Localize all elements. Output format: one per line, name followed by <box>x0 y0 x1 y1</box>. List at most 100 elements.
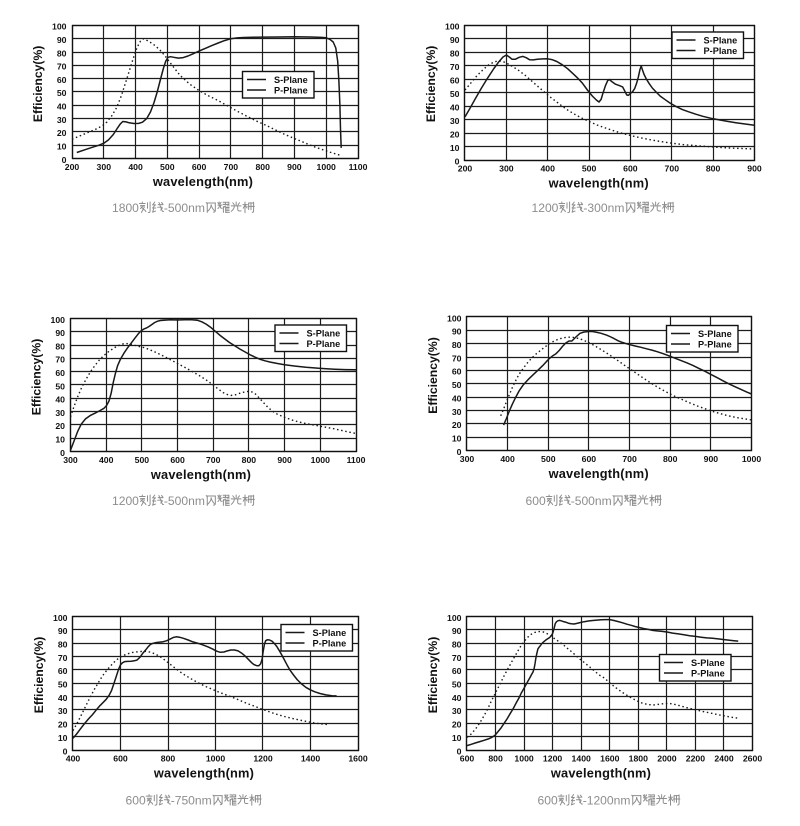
svg-text:50: 50 <box>450 89 460 99</box>
svg-text:P-Plane: P-Plane <box>704 46 738 56</box>
svg-text:wavelength(nm): wavelength(nm) <box>550 766 651 781</box>
svg-text:-500nm: -500nm <box>571 494 612 508</box>
svg-text:700: 700 <box>622 454 637 464</box>
svg-text:S-Plane: S-Plane <box>698 329 732 339</box>
svg-text:1600: 1600 <box>600 753 619 763</box>
svg-text:70: 70 <box>452 353 462 363</box>
svg-text:30: 30 <box>55 408 65 418</box>
svg-text:S-Plane: S-Plane <box>691 658 725 668</box>
svg-text:600: 600 <box>170 455 185 465</box>
svg-text:50: 50 <box>452 380 462 390</box>
svg-text:10: 10 <box>57 142 67 152</box>
svg-text:100: 100 <box>447 613 462 623</box>
svg-text:600: 600 <box>582 454 597 464</box>
svg-text:40: 40 <box>452 393 462 403</box>
svg-text:Efficiency(%): Efficiency(%) <box>426 637 440 714</box>
svg-text:600: 600 <box>460 753 475 763</box>
svg-text:30: 30 <box>452 407 462 417</box>
svg-text:600: 600 <box>113 753 128 763</box>
svg-text:30: 30 <box>57 115 67 125</box>
svg-text:800: 800 <box>488 753 503 763</box>
svg-text:800: 800 <box>255 162 270 172</box>
svg-text:1200: 1200 <box>543 753 562 763</box>
svg-text:300: 300 <box>499 163 514 173</box>
svg-text:50: 50 <box>57 88 67 98</box>
svg-text:40: 40 <box>452 693 462 703</box>
svg-text:70: 70 <box>57 62 67 72</box>
svg-text:Efficiency(%): Efficiency(%) <box>30 339 44 416</box>
svg-text:P-Plane: P-Plane <box>307 339 341 349</box>
svg-text:800: 800 <box>706 163 721 173</box>
svg-text:60: 60 <box>452 666 462 676</box>
svg-text:-750nm: -750nm <box>171 793 212 807</box>
svg-text:400: 400 <box>500 454 515 464</box>
svg-text:wavelength(nm): wavelength(nm) <box>548 466 649 481</box>
svg-text:S-Plane: S-Plane <box>313 628 347 638</box>
svg-text:10: 10 <box>55 435 65 445</box>
svg-text:500: 500 <box>160 162 175 172</box>
svg-text:1000: 1000 <box>311 455 330 465</box>
svg-text:2400: 2400 <box>714 753 733 763</box>
svg-text:600: 600 <box>623 163 638 173</box>
svg-text:1000: 1000 <box>742 454 761 464</box>
svg-text:800: 800 <box>242 455 257 465</box>
svg-text:20: 20 <box>450 129 460 139</box>
svg-text:40: 40 <box>55 395 65 405</box>
svg-text:600: 600 <box>126 793 146 807</box>
svg-text:1600: 1600 <box>348 753 367 763</box>
svg-text:200: 200 <box>458 163 473 173</box>
svg-text:70: 70 <box>452 653 462 663</box>
svg-text:50: 50 <box>55 381 65 391</box>
svg-text:20: 20 <box>452 720 462 730</box>
svg-text:10: 10 <box>450 143 460 153</box>
svg-text:1000: 1000 <box>206 753 225 763</box>
svg-text:500: 500 <box>582 163 597 173</box>
svg-text:50: 50 <box>58 680 68 690</box>
svg-text:30: 30 <box>450 116 460 126</box>
svg-text:500: 500 <box>541 454 556 464</box>
svg-text:700: 700 <box>665 163 680 173</box>
svg-text:10: 10 <box>452 433 462 443</box>
svg-text:30: 30 <box>58 706 68 716</box>
svg-text:100: 100 <box>53 613 68 623</box>
svg-text:400: 400 <box>540 163 555 173</box>
svg-text:80: 80 <box>58 640 68 650</box>
svg-text:20: 20 <box>452 420 462 430</box>
svg-text:40: 40 <box>450 103 460 113</box>
svg-text:0: 0 <box>60 448 65 458</box>
svg-text:0: 0 <box>457 746 462 756</box>
svg-text:70: 70 <box>450 62 460 72</box>
svg-text:90: 90 <box>452 327 462 337</box>
svg-text:P-Plane: P-Plane <box>313 638 347 648</box>
svg-text:S-Plane: S-Plane <box>307 328 341 338</box>
svg-text:80: 80 <box>452 640 462 650</box>
svg-text:2600: 2600 <box>743 753 762 763</box>
svg-text:60: 60 <box>450 76 460 86</box>
svg-text:P-Plane: P-Plane <box>698 339 732 349</box>
svg-text:60: 60 <box>58 666 68 676</box>
svg-text:2000: 2000 <box>657 753 676 763</box>
svg-text:900: 900 <box>704 454 719 464</box>
svg-text:S-Plane: S-Plane <box>274 75 308 85</box>
svg-text:400: 400 <box>99 455 114 465</box>
svg-text:60: 60 <box>57 75 67 85</box>
svg-text:-1200nm: -1200nm <box>583 793 631 807</box>
svg-text:100: 100 <box>445 22 460 32</box>
svg-text:0: 0 <box>63 746 68 756</box>
svg-text:100: 100 <box>51 315 66 325</box>
svg-text:1200: 1200 <box>253 753 272 763</box>
svg-text:90: 90 <box>58 626 68 636</box>
svg-text:1800: 1800 <box>112 201 139 215</box>
svg-text:90: 90 <box>450 35 460 45</box>
svg-text:wavelength(nm): wavelength(nm) <box>152 174 253 189</box>
svg-text:200: 200 <box>65 162 80 172</box>
svg-text:P-Plane: P-Plane <box>274 85 308 95</box>
svg-text:900: 900 <box>287 162 302 172</box>
svg-text:1100: 1100 <box>347 455 366 465</box>
svg-text:90: 90 <box>452 626 462 636</box>
svg-text:70: 70 <box>55 355 65 365</box>
svg-text:60: 60 <box>452 367 462 377</box>
svg-text:1000: 1000 <box>317 162 336 172</box>
svg-text:300: 300 <box>97 162 112 172</box>
svg-text:400: 400 <box>66 753 81 763</box>
